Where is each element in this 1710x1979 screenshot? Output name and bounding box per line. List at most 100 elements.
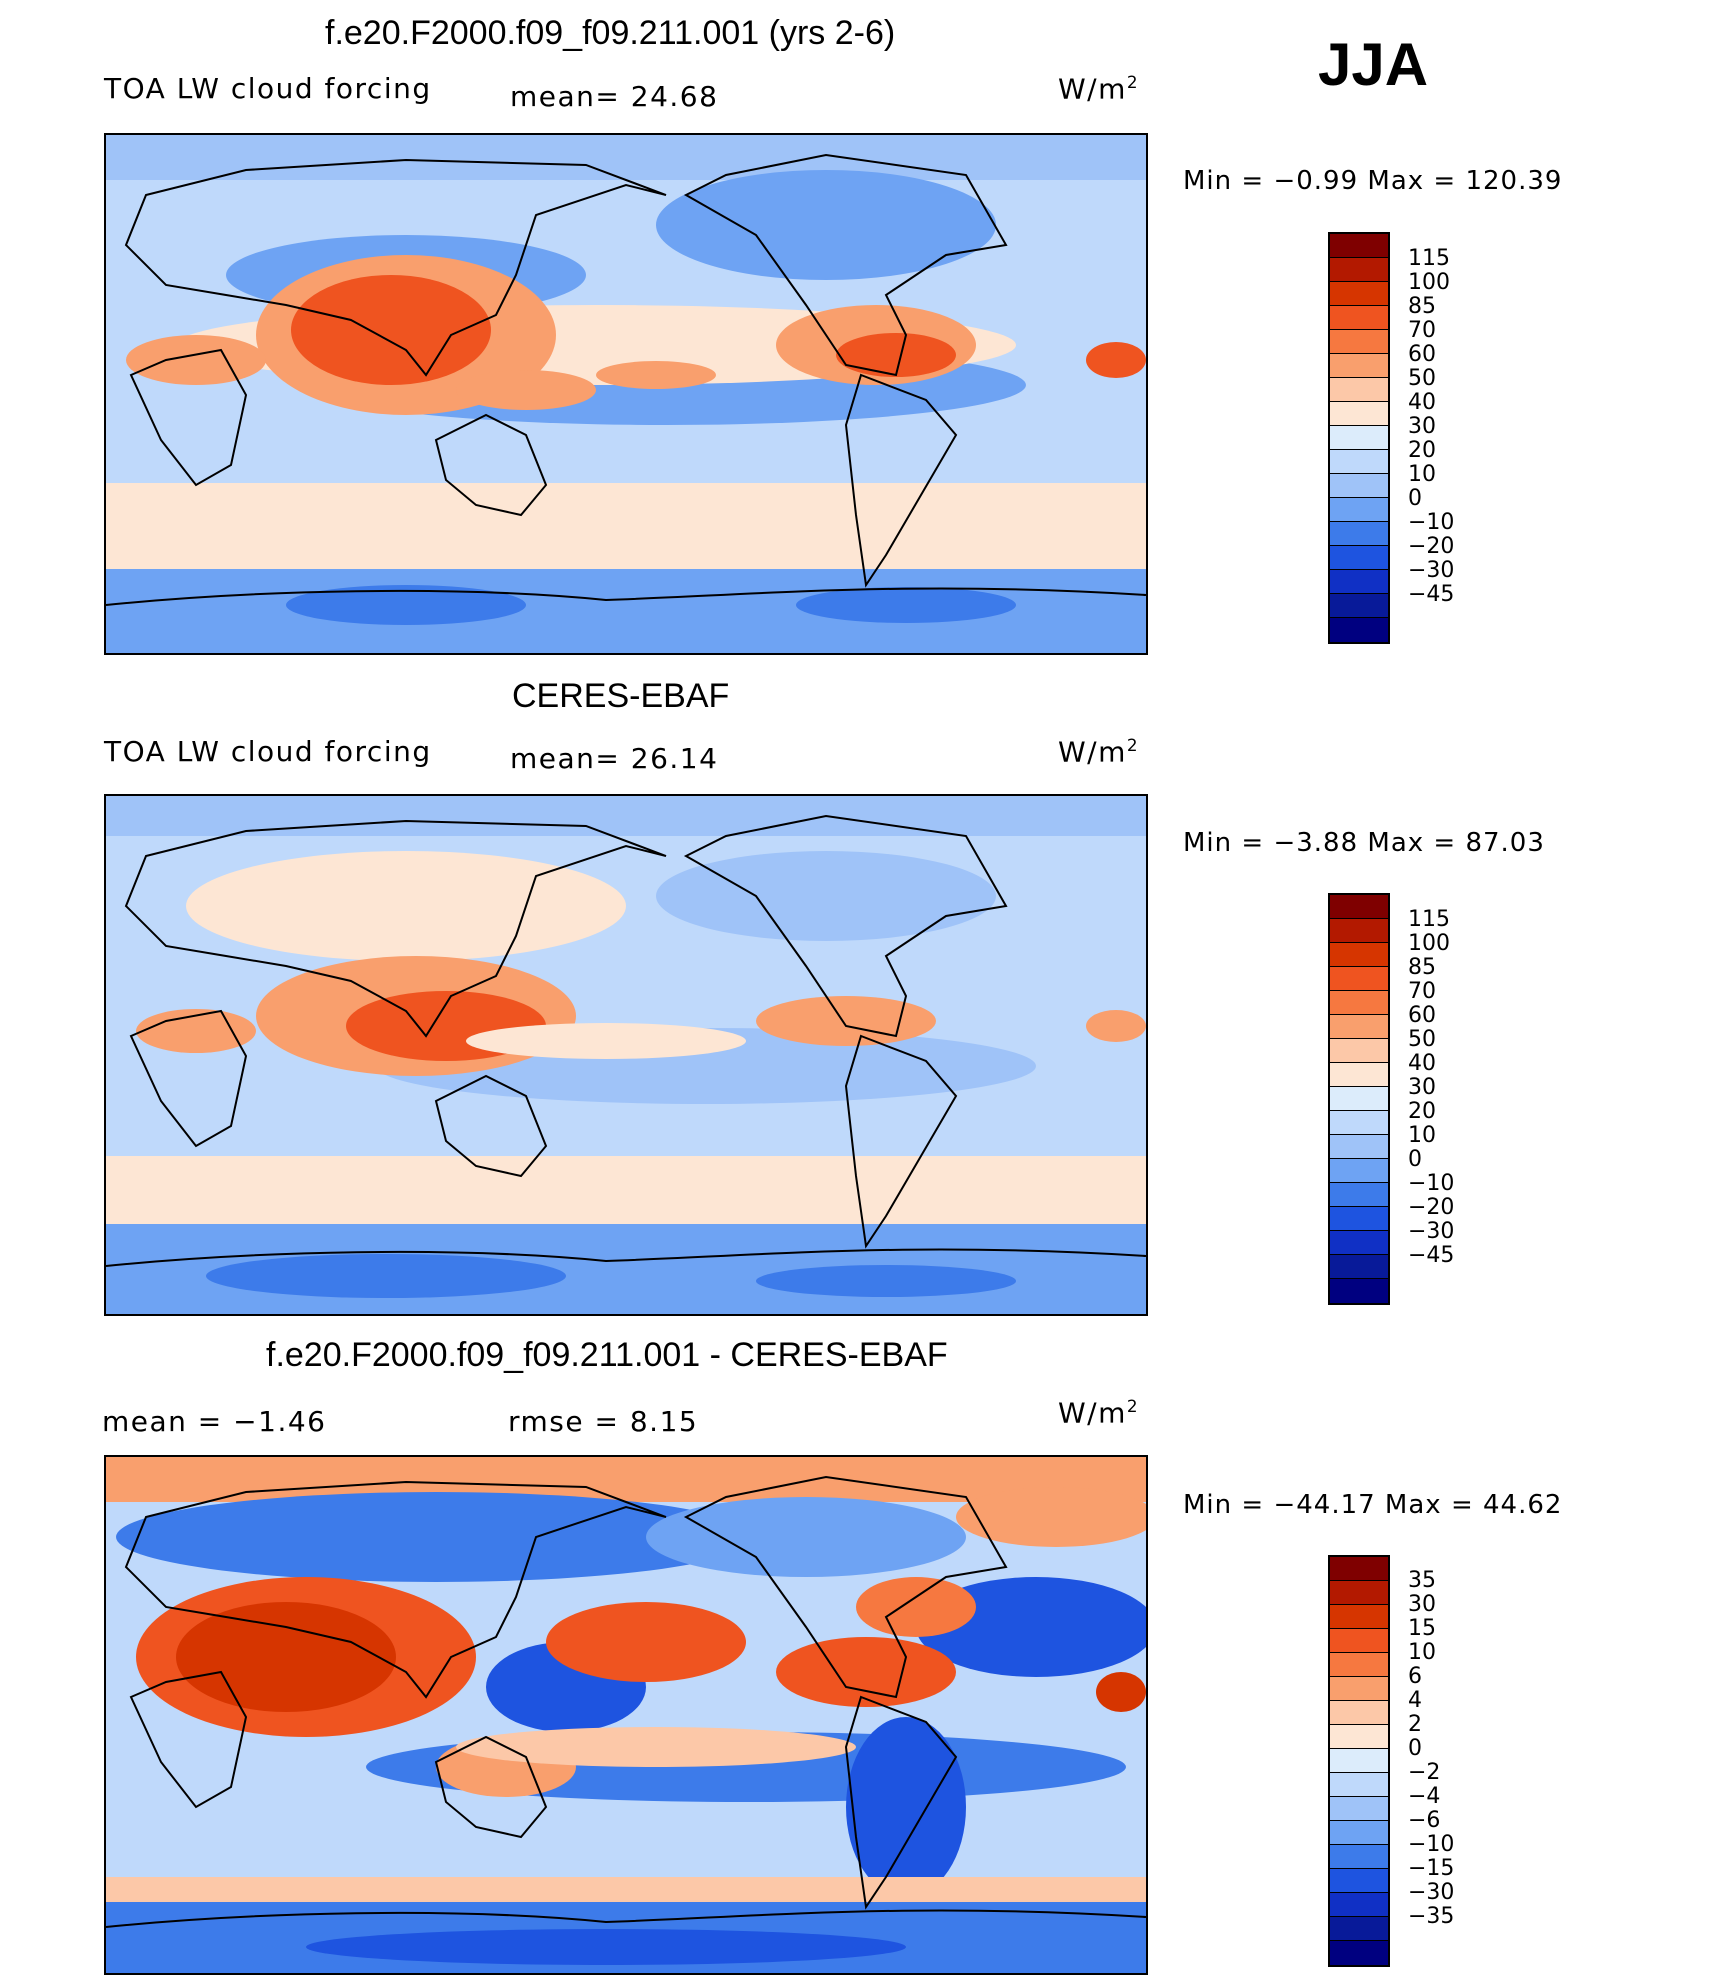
colorbar-swatch [1330,1255,1388,1279]
panel3-title: f.e20.F2000.f09_f09.211.001 - CERES-EBAF [266,1336,948,1374]
colorbar-tick-label: 30 [1408,414,1436,439]
colorbar-tick-label: 60 [1408,342,1436,367]
panel1-units: W/m2 [1058,72,1140,106]
panel2-variable-label: TOA LW cloud forcing [104,735,432,768]
colorbar-swatch [1330,378,1388,402]
colorbar-swatch [1330,1629,1388,1653]
colorbar-swatch [1330,1015,1388,1039]
panel2-mean-label: mean= 26.14 [510,742,719,775]
colorbar-tick-label: −30 [1408,1219,1455,1244]
colorbar-swatch [1330,570,1388,594]
colorbar-swatch [1330,330,1388,354]
colorbar-swatch [1330,919,1388,943]
colorbar-tick-label: −10 [1408,1832,1455,1857]
colorbar-tick-label: 20 [1408,438,1436,463]
colorbar-tick-label: 70 [1408,318,1436,343]
colorbar-swatch [1330,1869,1388,1893]
colorbar-tick-label: −45 [1408,582,1455,607]
panel3-units: W/m2 [1058,1396,1140,1430]
colorbar-tick-label: −20 [1408,1195,1455,1220]
panel1-map [104,133,1148,655]
colorbar-tick-label: −10 [1408,510,1455,535]
panel3-minmax: Min = −44.17 Max = 44.62 [1183,1490,1563,1520]
colorbar-swatch [1330,1845,1388,1869]
colorbar-swatch [1330,1893,1388,1917]
colorbar-swatch [1330,402,1388,426]
colorbar-swatch [1330,258,1388,282]
colorbar-tick-label: 85 [1408,955,1436,980]
panel3-colorbar [1328,1555,1390,1967]
panel1-field [106,135,1146,653]
colorbar-swatch [1330,234,1388,258]
colorbar-tick-label: 10 [1408,462,1436,487]
colorbar-tick-label: 6 [1408,1664,1422,1689]
colorbar-swatch [1330,1701,1388,1725]
panel1-variable-label: TOA LW cloud forcing [104,72,432,105]
colorbar-tick-label: 100 [1408,270,1450,295]
colorbar-tick-label: −35 [1408,1904,1455,1929]
colorbar-tick-label: 20 [1408,1099,1436,1124]
panel2-title: CERES-EBAF [512,677,730,715]
colorbar-tick-label: −4 [1408,1784,1441,1809]
colorbar-swatch [1330,1231,1388,1255]
colorbar-tick-label: 2 [1408,1712,1422,1737]
colorbar-swatch [1330,967,1388,991]
colorbar-tick-label: 4 [1408,1688,1422,1713]
colorbar-swatch [1330,943,1388,967]
colorbar-swatch [1330,1087,1388,1111]
colorbar-swatch [1330,474,1388,498]
colorbar-swatch [1330,1941,1388,1965]
colorbar-tick-label: 100 [1408,931,1450,956]
colorbar-tick-label: 70 [1408,979,1436,1004]
colorbar-swatch [1330,354,1388,378]
panel2-colorbar [1328,893,1390,1305]
panel3-rmse-label: rmse = 8.15 [508,1405,699,1438]
colorbar-swatch [1330,1797,1388,1821]
colorbar-tick-label: 10 [1408,1123,1436,1148]
panel2-field [106,796,1146,1314]
colorbar-tick-label: 30 [1408,1075,1436,1100]
colorbar-swatch [1330,498,1388,522]
colorbar-tick-label: 40 [1408,1051,1436,1076]
colorbar-tick-label: 50 [1408,1027,1436,1052]
colorbar-swatch [1330,1581,1388,1605]
colorbar-swatch [1330,895,1388,919]
colorbar-swatch [1330,1039,1388,1063]
colorbar-swatch [1330,282,1388,306]
panel1-mean-label: mean= 24.68 [510,80,719,113]
colorbar-swatch [1330,1207,1388,1231]
panel3-map [104,1455,1148,1975]
colorbar-tick-label: 35 [1408,1568,1436,1593]
colorbar-swatch [1330,1557,1388,1581]
panel2-map [104,794,1148,1316]
panel3-field [106,1457,1146,1973]
panel1-colorbar [1328,232,1390,644]
colorbar-swatch [1330,1749,1388,1773]
colorbar-swatch [1330,1183,1388,1207]
panel2-minmax: Min = −3.88 Max = 87.03 [1183,828,1545,858]
colorbar-tick-label: 0 [1408,486,1422,511]
colorbar-tick-label: 30 [1408,1592,1436,1617]
colorbar-tick-label: 15 [1408,1616,1436,1641]
colorbar-swatch [1330,450,1388,474]
panel3-mean-label: mean = −1.46 [102,1405,327,1438]
colorbar-swatch [1330,618,1388,642]
colorbar-swatch [1330,546,1388,570]
colorbar-swatch [1330,1917,1388,1941]
colorbar-swatch [1330,1063,1388,1087]
panel1-minmax: Min = −0.99 Max = 120.39 [1183,166,1563,196]
colorbar-tick-label: 10 [1408,1640,1436,1665]
colorbar-tick-label: −10 [1408,1171,1455,1196]
colorbar-swatch [1330,1159,1388,1183]
colorbar-swatch [1330,1653,1388,1677]
colorbar-tick-label: −45 [1408,1243,1455,1268]
colorbar-swatch [1330,1135,1388,1159]
colorbar-tick-label: 0 [1408,1736,1422,1761]
colorbar-tick-label: 40 [1408,390,1436,415]
colorbar-tick-label: 50 [1408,366,1436,391]
season-label: JJA [1318,31,1429,98]
colorbar-swatch [1330,594,1388,618]
colorbar-tick-label: −30 [1408,1880,1455,1905]
colorbar-swatch [1330,1111,1388,1135]
colorbar-swatch [1330,991,1388,1015]
